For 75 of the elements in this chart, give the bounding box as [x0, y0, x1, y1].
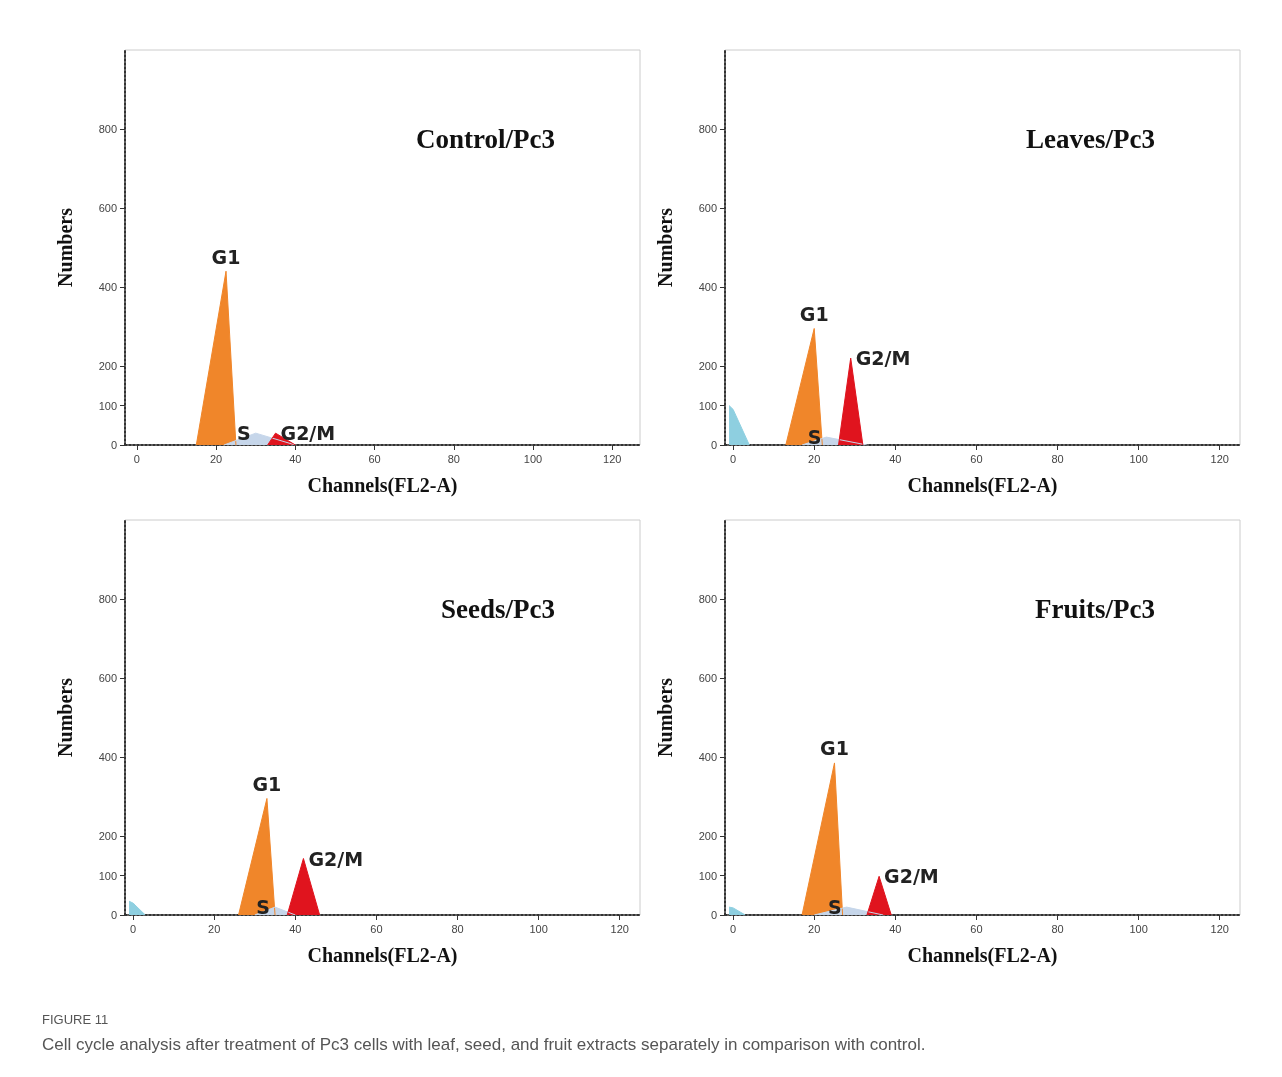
x-tick-label: 80 — [451, 922, 464, 935]
y-tick-label: 400 — [98, 751, 117, 763]
x-tick-label: 120 — [1210, 452, 1229, 465]
x-tick-label: 20 — [808, 922, 821, 935]
y-tick-label: 600 — [698, 672, 717, 684]
y-tick-label: 600 — [98, 672, 117, 684]
y-tick-label: 100 — [98, 869, 117, 882]
x-tick-label: 120 — [610, 922, 629, 935]
y-tick-label: 800 — [698, 123, 717, 135]
text: Cell cycle analysis after treatment of Pc3 cells with leaf, seed, and fruit extracts separately in comparison with control. — [42, 1035, 927, 1055]
x-tick-label: 40 — [889, 452, 902, 465]
text: Seeds/Pc3 — [441, 593, 556, 624]
x-tick-label: 20 — [808, 452, 821, 465]
y-tick-label: 0 — [110, 909, 117, 921]
x-tick-label: 40 — [289, 452, 302, 465]
x-tick-label: 0 — [730, 922, 737, 935]
x-tick-label: 40 — [889, 922, 902, 935]
x-tick-label: 100 — [1129, 452, 1148, 465]
y-tick-label: 800 — [98, 593, 117, 605]
x-tick-label: 60 — [970, 452, 983, 465]
series-label: G1 — [799, 302, 829, 325]
x-tick-label: 0 — [133, 452, 140, 465]
text: Control/Pc3 — [416, 123, 555, 154]
x-tick-label: 80 — [1051, 452, 1064, 465]
y-tick-label: 0 — [110, 439, 117, 451]
text: Leaves/Pc3 — [1026, 123, 1156, 154]
y-tick-label: 0 — [710, 439, 717, 451]
y-tick-label: 800 — [98, 123, 117, 135]
y-tick-label: 400 — [698, 281, 717, 293]
y-tick-label: 100 — [698, 869, 717, 882]
y-tick-label: 600 — [698, 202, 717, 214]
x-axis-title: Channels(FL2-A) — [907, 474, 1058, 497]
series-label: G2/M — [884, 865, 939, 888]
y-axis-title: Numbers — [54, 207, 76, 287]
y-tick-label: 200 — [98, 360, 117, 372]
text: Fruits/Pc3 — [1035, 593, 1156, 624]
series-label: G1 — [820, 737, 849, 760]
y-tick-label: 200 — [698, 830, 717, 842]
y-axis-title: Numbers — [654, 677, 676, 757]
x-tick-label: 100 — [529, 922, 548, 935]
series-label: G1 — [252, 772, 282, 795]
y-tick-label: 200 — [698, 360, 717, 372]
y-tick-label: 400 — [98, 281, 117, 293]
x-tick-label: 100 — [523, 452, 543, 465]
x-tick-label: 80 — [1051, 922, 1064, 935]
x-tick-label: 20 — [208, 922, 221, 935]
x-tick-label: 100 — [1129, 922, 1148, 935]
y-tick-label: 100 — [698, 399, 717, 412]
series-label: G2/M — [855, 347, 911, 370]
y-tick-label: 600 — [98, 202, 117, 214]
x-axis-title: Channels(FL2-A) — [907, 944, 1058, 967]
x-tick-label: 60 — [970, 922, 983, 935]
x-tick-label: 80 — [447, 452, 460, 465]
y-axis-title: Numbers — [54, 677, 76, 757]
y-axis-title: Numbers — [654, 207, 676, 287]
series-label: S — [237, 422, 251, 445]
x-tick-label: 120 — [1210, 922, 1229, 935]
y-tick-label: 100 — [98, 399, 117, 412]
x-axis-title: Channels(FL2-A) — [307, 944, 458, 967]
x-tick-label: 0 — [130, 922, 137, 935]
x-tick-label: 40 — [289, 922, 302, 935]
x-axis-title: Channels(FL2-A) — [307, 474, 458, 497]
y-tick-label: 0 — [710, 909, 717, 921]
x-tick-label: 60 — [370, 922, 383, 935]
x-tick-label: 120 — [603, 452, 622, 465]
x-tick-label: 60 — [368, 452, 381, 465]
caption: FIGURE 11 — [42, 1012, 110, 1027]
y-tick-label: 200 — [98, 830, 117, 842]
series-label: G2/M — [280, 422, 336, 445]
x-tick-label: 0 — [730, 452, 737, 465]
x-tick-label: 20 — [209, 452, 223, 465]
y-tick-label: 400 — [698, 751, 717, 763]
series-label: G2/M — [308, 847, 364, 870]
series-label: G1 — [211, 245, 241, 268]
y-tick-label: 800 — [698, 593, 717, 605]
